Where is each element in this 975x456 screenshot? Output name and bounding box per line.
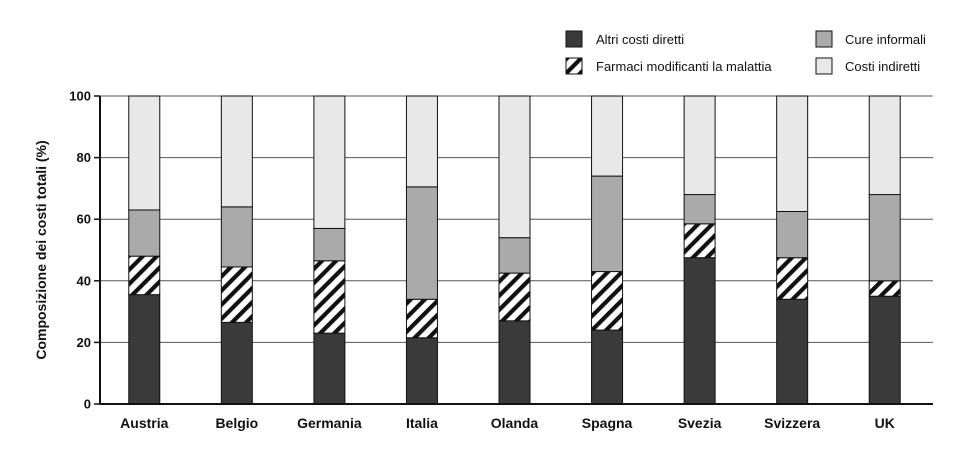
legend-entry-cure: Cure informali bbox=[815, 30, 926, 48]
y-tick-label-100: 100 bbox=[69, 89, 91, 104]
bar-svezia-farmaci bbox=[683, 223, 716, 259]
bar-olanda-altri bbox=[498, 320, 531, 405]
bar-svezia-cure bbox=[683, 194, 716, 225]
bar-spagna-indiretti bbox=[591, 95, 624, 177]
x-tick-label-spagna: Spagna bbox=[582, 415, 633, 431]
bar-germania-farmaci bbox=[313, 260, 346, 334]
bar-spagna-farmaci bbox=[591, 271, 624, 331]
bar-svezia-altri bbox=[683, 257, 716, 405]
legend-entry-farmaci: Farmaci modificanti la malattia bbox=[565, 57, 772, 75]
bar-olanda-farmaci bbox=[498, 272, 531, 322]
x-tick-label-belgio: Belgio bbox=[215, 415, 258, 431]
bars bbox=[128, 95, 901, 405]
bar-germania-cure bbox=[313, 227, 346, 262]
legend-entry-altri: Altri costi diretti bbox=[565, 30, 684, 48]
legend-swatch-farmaci bbox=[565, 57, 583, 75]
bar-uk-altri bbox=[868, 295, 901, 405]
legend-swatch-indiretti bbox=[815, 57, 833, 75]
legend-label-farmaci: Farmaci modificanti la malattia bbox=[596, 59, 772, 74]
x-axis-labels: Austria Belgio Germania Italia Olanda Spagna S… bbox=[120, 415, 895, 431]
bar-italia-farmaci bbox=[405, 298, 438, 339]
bar-italia-altri bbox=[405, 337, 438, 405]
legend-swatch-cure bbox=[815, 30, 833, 48]
legend-label-indiretti: Costi indiretti bbox=[845, 59, 920, 74]
bar-italia-cure bbox=[405, 186, 438, 300]
y-axis-label: Composizione dei costi totali (%) bbox=[33, 140, 49, 359]
legend: Altri costi diretti Farmaci modificanti … bbox=[565, 30, 926, 75]
bar-svizzera-farmaci bbox=[776, 257, 809, 300]
legend-entry-indiretti: Costi indiretti bbox=[815, 57, 920, 75]
bar-germania-altri bbox=[313, 332, 346, 405]
legend-label-altri: Altri costi diretti bbox=[596, 32, 684, 47]
bar-uk-indiretti bbox=[868, 95, 901, 196]
bar-belgio-altri bbox=[220, 321, 253, 405]
y-tick-label-20: 20 bbox=[77, 335, 91, 350]
y-tick-label-0: 0 bbox=[84, 397, 91, 412]
x-tick-label-olanda: Olanda bbox=[491, 415, 539, 431]
y-tick-label-80: 80 bbox=[77, 150, 91, 165]
bar-belgio-farmaci bbox=[220, 266, 253, 323]
legend-swatch-altri bbox=[565, 30, 583, 48]
bar-germania-indiretti bbox=[313, 95, 346, 229]
y-axis-ticks: 0 20 40 60 80 100 bbox=[69, 89, 100, 412]
x-tick-label-uk: UK bbox=[875, 415, 895, 431]
bar-austria-farmaci bbox=[128, 255, 161, 296]
x-tick-label-italia: Italia bbox=[406, 415, 438, 431]
bar-belgio-cure bbox=[220, 206, 253, 268]
bar-spagna-cure bbox=[591, 175, 624, 273]
bar-svizzera-altri bbox=[776, 298, 809, 405]
y-tick-label-60: 60 bbox=[77, 212, 91, 227]
bar-svezia-indiretti bbox=[683, 95, 716, 196]
bar-svizzera-cure bbox=[776, 211, 809, 259]
bar-italia-indiretti bbox=[405, 95, 438, 188]
bar-austria-altri bbox=[128, 294, 161, 405]
bar-spagna-altri bbox=[591, 329, 624, 405]
x-tick-label-austria: Austria bbox=[120, 415, 168, 431]
bar-uk-farmaci bbox=[868, 280, 901, 297]
bar-austria-indiretti bbox=[128, 95, 161, 211]
bar-olanda-cure bbox=[498, 237, 531, 274]
legend-label-cure: Cure informali bbox=[845, 32, 926, 47]
y-tick-label-40: 40 bbox=[77, 273, 91, 288]
bar-svizzera-indiretti bbox=[776, 95, 809, 212]
x-tick-label-svizzera: Svizzera bbox=[764, 415, 820, 431]
bar-belgio-indiretti bbox=[220, 95, 253, 208]
bar-uk-cure bbox=[868, 194, 901, 282]
x-tick-label-svezia: Svezia bbox=[678, 415, 722, 431]
axes bbox=[99, 96, 933, 405]
bar-austria-cure bbox=[128, 209, 161, 257]
bar-olanda-indiretti bbox=[498, 95, 531, 239]
x-tick-label-germania: Germania bbox=[297, 415, 362, 431]
